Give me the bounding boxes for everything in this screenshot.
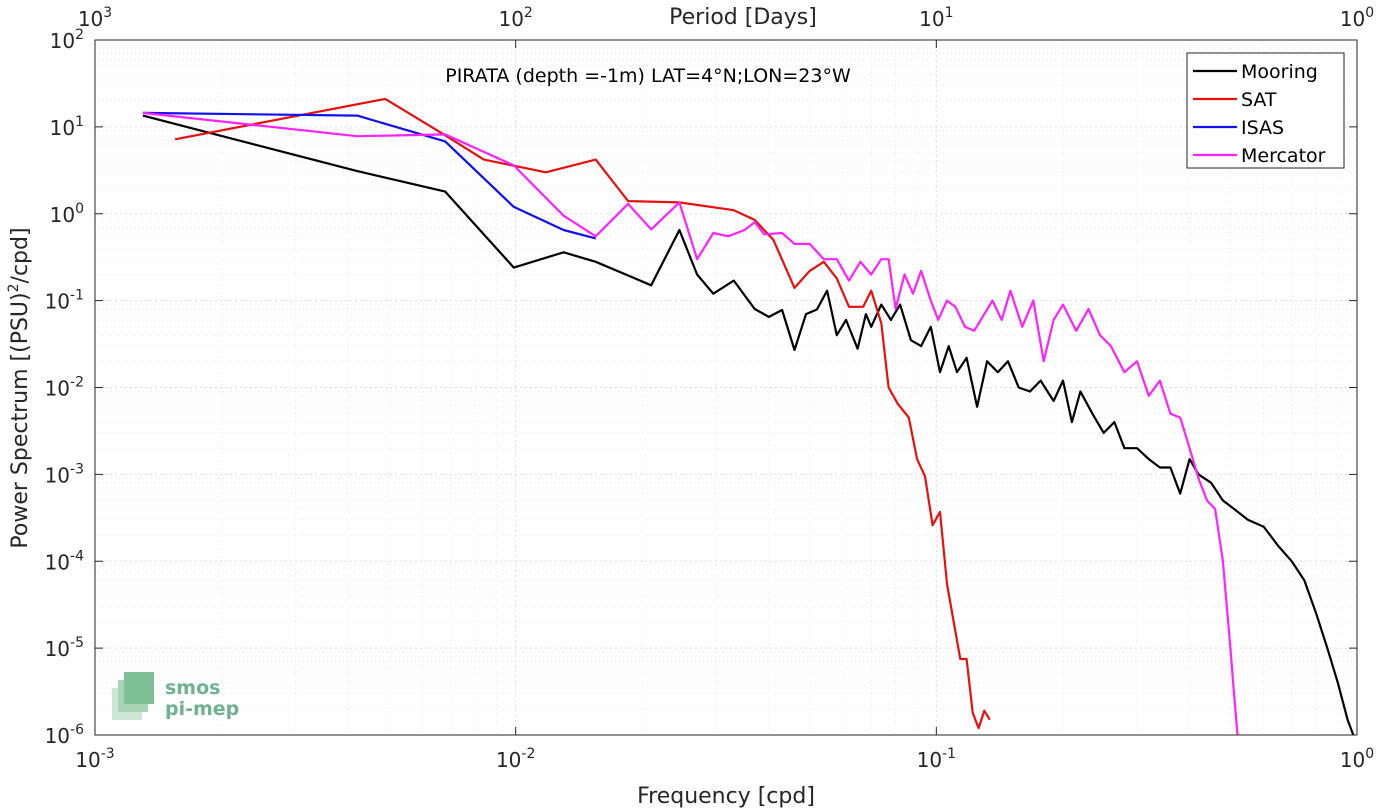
series-line-mooring: [142, 114, 1355, 736]
legend-label-mercator: Mercator: [1241, 145, 1326, 167]
y-tick-label: 101: [50, 114, 84, 140]
x-tick-label: 10-2: [496, 746, 535, 772]
legend: Mooring SAT ISAS Mercator: [1186, 52, 1345, 169]
axis-ticks: 10-3 10-2 10-1 100 10-6 10-5 10-4 10-3 10-2 10-1 1…: [45, 5, 1375, 772]
y-tick-label: 100: [50, 201, 84, 227]
chart-title: PIRATA (depth =-1m) LAT=4°N;LON=23°W: [445, 65, 851, 87]
legend-label-sat: SAT: [1241, 89, 1277, 111]
y-axis-label: Power Spectrum [(PSU)2/cpd]: [6, 227, 33, 548]
top-tick-label: 103: [78, 5, 112, 31]
x-axis-label: Frequency [cpd]: [637, 784, 815, 809]
y-tick-label: 10-2: [45, 375, 84, 401]
legend-label-isas: ISAS: [1241, 117, 1284, 139]
grid: [95, 40, 1357, 735]
y-tick-label: 10-4: [45, 548, 85, 574]
y-tick-label: 10-6: [45, 722, 85, 748]
legend-label-mooring: Mooring: [1241, 61, 1318, 83]
top-tick-label: 100: [1340, 5, 1374, 31]
top-tick-label: 102: [498, 5, 532, 31]
x-tick-label: 100: [1340, 746, 1374, 772]
series-line-isas: [142, 111, 596, 240]
legend-box: [1186, 52, 1345, 169]
logo-text-pimep: pi-mep: [165, 698, 239, 720]
top-axis-label: Period [Days]: [669, 5, 817, 30]
top-tick-label: 101: [919, 5, 953, 31]
y-tick-label: 10-3: [45, 461, 84, 487]
x-tick-label: 10-3: [75, 746, 114, 772]
y-tick-label: 10-5: [45, 635, 84, 661]
y-tick-label: 102: [50, 27, 84, 53]
series-line-mercator: [142, 111, 1239, 736]
series-group: [142, 97, 1355, 736]
x-tick-label: 10-1: [917, 746, 956, 772]
smos-logo: smos pi-mep: [112, 672, 239, 720]
logo-text-smos: smos: [165, 677, 220, 699]
series-line-sat: [174, 97, 991, 730]
y-tick-label: 10-1: [45, 288, 84, 314]
